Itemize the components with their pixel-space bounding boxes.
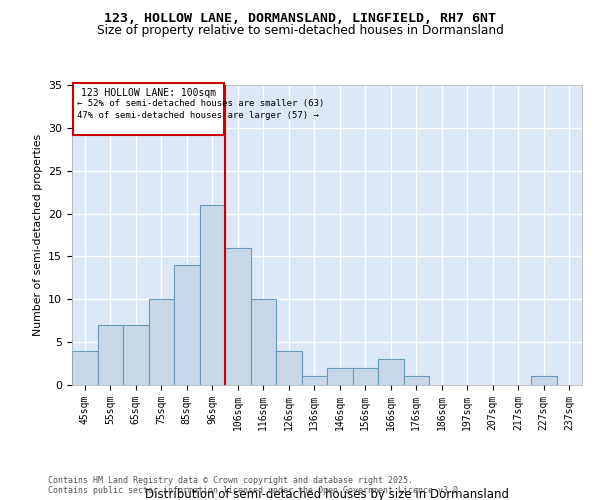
Text: Contains HM Land Registry data © Crown copyright and database right 2025.: Contains HM Land Registry data © Crown c… (48, 476, 413, 485)
Bar (72, 350, 97, 385)
Text: 123 HOLLOW LANE: 100sqm: 123 HOLLOW LANE: 100sqm (81, 88, 216, 98)
Bar (123, 325, 149, 385)
Bar (149, 300, 174, 385)
Bar (378, 360, 404, 385)
Bar (199, 205, 225, 385)
Text: 123, HOLLOW LANE, DORMANSLAND, LINGFIELD, RH7 6NT: 123, HOLLOW LANE, DORMANSLAND, LINGFIELD… (104, 12, 496, 26)
Text: ← 52% of semi-detached houses are smaller (63): ← 52% of semi-detached houses are smalle… (77, 99, 325, 108)
Bar (225, 248, 251, 385)
Bar (531, 376, 557, 385)
FancyBboxPatch shape (73, 84, 224, 134)
X-axis label: Distribution of semi-detached houses by size in Dormansland: Distribution of semi-detached houses by … (145, 488, 509, 500)
Text: Size of property relative to semi-detached houses in Dormansland: Size of property relative to semi-detach… (97, 24, 503, 37)
Bar (97, 325, 123, 385)
Bar (276, 350, 302, 385)
Bar (404, 376, 429, 385)
Y-axis label: Number of semi-detached properties: Number of semi-detached properties (32, 134, 43, 336)
Bar (353, 368, 378, 385)
Bar (251, 300, 276, 385)
Text: Contains public sector information licensed under the Open Government Licence v3: Contains public sector information licen… (48, 486, 463, 495)
Bar (327, 368, 353, 385)
Text: 47% of semi-detached houses are larger (57) →: 47% of semi-detached houses are larger (… (77, 110, 319, 120)
Bar (302, 376, 327, 385)
Bar (174, 265, 199, 385)
